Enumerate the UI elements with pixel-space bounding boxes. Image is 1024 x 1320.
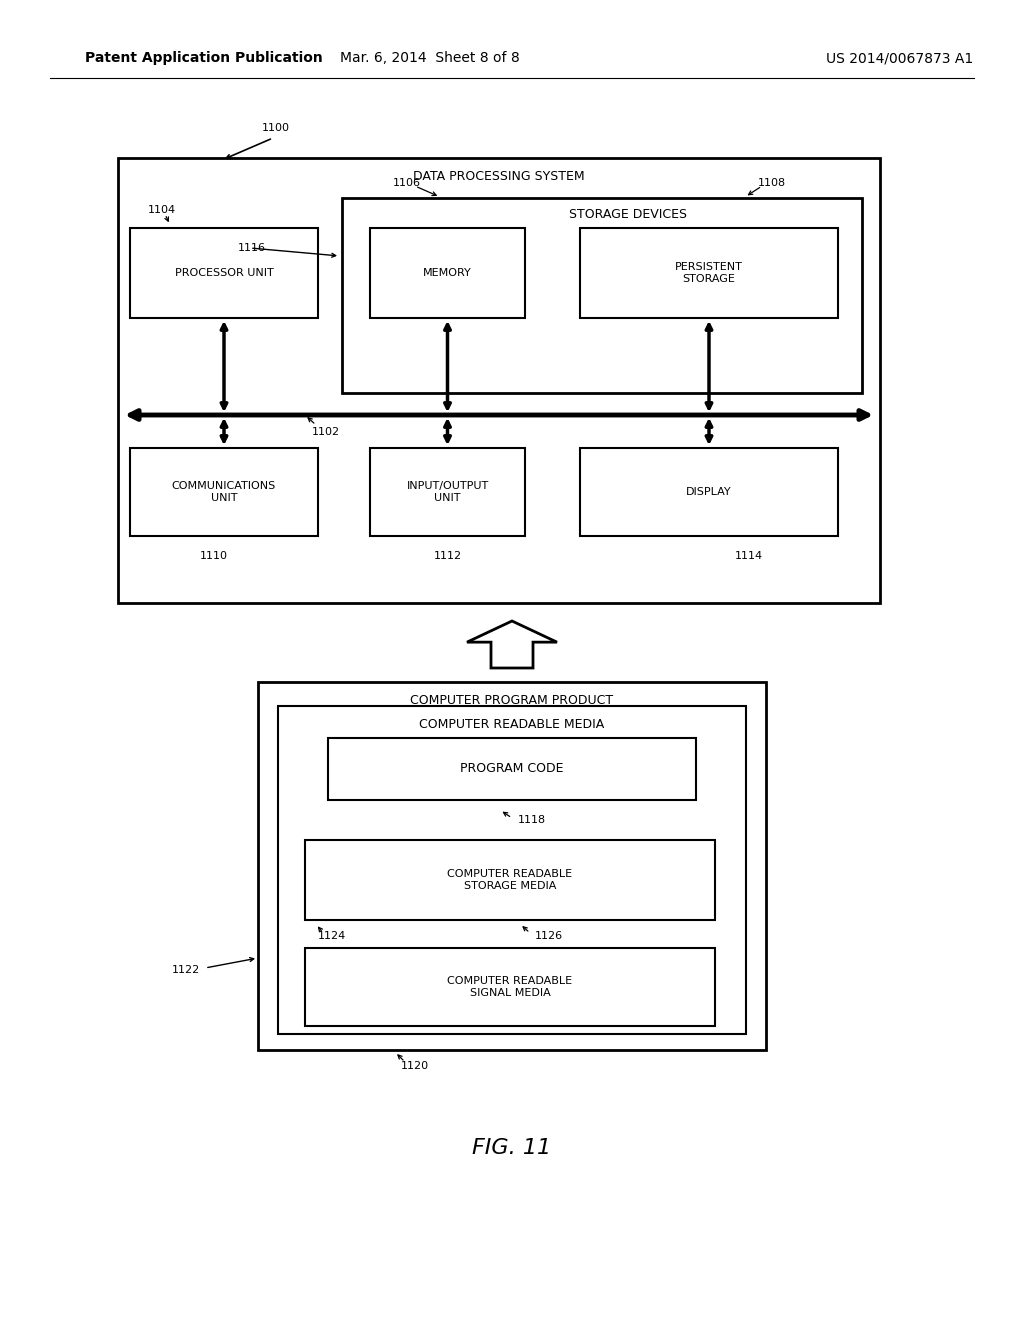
Text: 1122: 1122: [172, 965, 201, 975]
Text: PROGRAM CODE: PROGRAM CODE: [460, 763, 564, 776]
Text: COMPUTER PROGRAM PRODUCT: COMPUTER PROGRAM PRODUCT: [411, 693, 613, 706]
Text: DISPLAY: DISPLAY: [686, 487, 732, 498]
Text: 1100: 1100: [262, 123, 290, 133]
Bar: [370, 447, 525, 536]
Bar: [305, 948, 715, 1026]
Bar: [118, 158, 880, 603]
Bar: [278, 706, 746, 1034]
Text: COMMUNICATIONS
UNIT: COMMUNICATIONS UNIT: [172, 482, 276, 503]
Bar: [130, 447, 318, 536]
Text: 1114: 1114: [735, 550, 763, 561]
Text: 1112: 1112: [433, 550, 462, 561]
Bar: [580, 228, 838, 318]
Text: 1124: 1124: [318, 931, 346, 941]
Text: COMPUTER READABLE MEDIA: COMPUTER READABLE MEDIA: [420, 718, 604, 730]
Text: 1126: 1126: [535, 931, 563, 941]
Text: 1120: 1120: [401, 1061, 429, 1071]
Text: 1110: 1110: [200, 550, 228, 561]
Text: 1118: 1118: [518, 814, 546, 825]
Text: 1106: 1106: [393, 178, 421, 187]
Bar: [258, 682, 766, 1049]
Text: 1102: 1102: [312, 426, 340, 437]
Bar: [328, 738, 696, 800]
Text: COMPUTER READABLE
SIGNAL MEDIA: COMPUTER READABLE SIGNAL MEDIA: [447, 977, 572, 998]
Text: 1116: 1116: [238, 243, 266, 253]
Text: 1104: 1104: [148, 205, 176, 215]
Text: Mar. 6, 2014  Sheet 8 of 8: Mar. 6, 2014 Sheet 8 of 8: [340, 51, 520, 65]
Bar: [130, 228, 318, 318]
Text: COMPUTER READABLE
STORAGE MEDIA: COMPUTER READABLE STORAGE MEDIA: [447, 869, 572, 891]
Polygon shape: [467, 620, 557, 668]
Bar: [370, 228, 525, 318]
Bar: [342, 198, 862, 393]
Text: US 2014/0067873 A1: US 2014/0067873 A1: [826, 51, 974, 65]
Text: Patent Application Publication: Patent Application Publication: [85, 51, 323, 65]
Text: 1108: 1108: [758, 178, 786, 187]
Text: STORAGE DEVICES: STORAGE DEVICES: [569, 207, 687, 220]
Text: PROCESSOR UNIT: PROCESSOR UNIT: [175, 268, 273, 279]
Bar: [580, 447, 838, 536]
Text: DATA PROCESSING SYSTEM: DATA PROCESSING SYSTEM: [414, 169, 585, 182]
Text: MEMORY: MEMORY: [423, 268, 472, 279]
Text: INPUT/OUTPUT
UNIT: INPUT/OUTPUT UNIT: [407, 482, 488, 503]
Bar: [305, 840, 715, 920]
Text: FIG. 11: FIG. 11: [472, 1138, 552, 1158]
Text: PERSISTENT
STORAGE: PERSISTENT STORAGE: [675, 263, 743, 284]
